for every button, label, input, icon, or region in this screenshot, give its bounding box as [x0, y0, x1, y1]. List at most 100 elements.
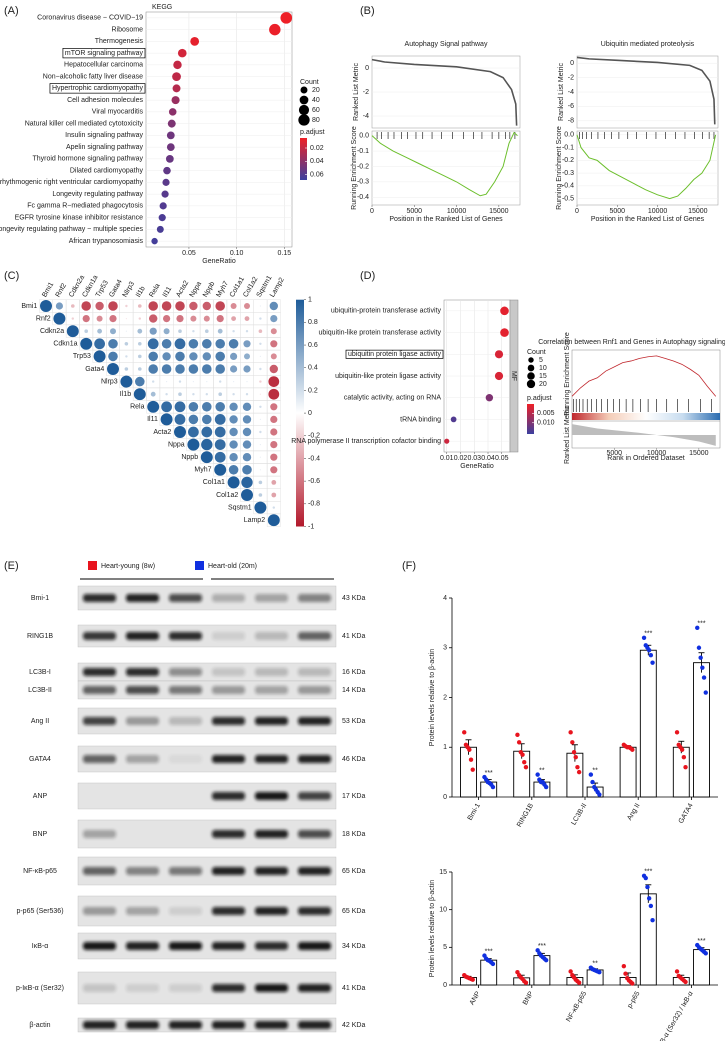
y-tick-label: Cell adhesion molecules	[67, 97, 143, 104]
panel-label: (C)	[4, 270, 19, 282]
y-tick-label: 2	[443, 694, 447, 701]
corr-dot	[188, 414, 199, 425]
colorbar	[527, 404, 534, 434]
corr-dot	[245, 393, 249, 396]
corr-dot	[55, 302, 63, 310]
metric-line	[576, 56, 716, 125]
corr-dot	[174, 414, 186, 425]
corr-dot	[120, 375, 133, 388]
y-tick-label: 0	[570, 60, 574, 67]
blot-size: 65 KDa	[342, 908, 365, 915]
legend-swatch	[195, 561, 204, 570]
corr-dot	[160, 413, 173, 426]
y-tick-label: -0.5	[562, 195, 574, 202]
blot-label: Bmi-1	[31, 595, 49, 602]
band	[298, 942, 331, 950]
panel-label: (B)	[360, 5, 375, 17]
blot-size: 65 KDa	[342, 868, 365, 875]
band	[83, 1021, 116, 1029]
corr-dot	[206, 381, 208, 383]
y-tick-label: Ribosome	[111, 26, 143, 33]
corr-dot	[82, 315, 90, 323]
corr-dot	[242, 415, 252, 424]
corr-dot	[109, 315, 117, 323]
y-axis-label: Protein levels relative to β-actin	[429, 649, 436, 747]
significance: ***	[644, 869, 652, 876]
y-tick-label: -0.4	[357, 194, 369, 201]
corr-dot	[227, 476, 240, 489]
corr-dot	[125, 330, 127, 332]
highlight-box	[49, 83, 146, 94]
corr-dot	[178, 392, 182, 396]
significance: ***	[485, 948, 493, 955]
corr-dot	[108, 351, 118, 362]
y-tick-label: 10	[439, 907, 447, 914]
corr-dot	[259, 367, 262, 371]
corr-dot	[187, 438, 200, 451]
point	[523, 764, 529, 770]
point	[646, 648, 652, 653]
corr-dot	[270, 315, 278, 323]
y-tick-label: Longevity regulating pathway	[52, 191, 143, 198]
corr-dot	[242, 465, 252, 475]
point	[522, 759, 527, 765]
point	[650, 918, 655, 923]
corr-dot	[190, 315, 197, 322]
row-label: Myh7	[194, 467, 211, 474]
highlight-box	[345, 349, 444, 359]
bar	[619, 746, 637, 798]
x-tick-label: 0.15	[278, 250, 292, 257]
dot	[167, 119, 176, 128]
corr-dot	[202, 402, 212, 412]
point	[571, 750, 577, 755]
dot	[173, 60, 182, 70]
blot-size: 14 KDa	[342, 687, 365, 694]
column-label: Nppb	[202, 281, 216, 299]
x-tick-label: BNP	[522, 990, 535, 1006]
point	[623, 971, 628, 976]
y-axis-label: Ranked List Metric	[564, 406, 571, 464]
corr-dot	[270, 340, 278, 348]
legend-label: 60	[312, 107, 320, 114]
band	[298, 830, 331, 838]
corr-dot	[270, 403, 278, 411]
y-tick-label: 15	[439, 869, 447, 876]
x-axis-label: GeneRatio	[460, 463, 494, 470]
blot-size: 46 KDa	[342, 756, 365, 763]
row-label: Trp53	[73, 353, 91, 360]
y-axis-label: Running Enrichment Score	[556, 126, 563, 210]
corr-dot	[245, 330, 249, 333]
band	[169, 942, 202, 950]
blot-frame	[77, 895, 337, 927]
blot-label: ANP	[33, 793, 48, 800]
corr-dot	[165, 393, 168, 396]
corr-dot	[268, 376, 280, 387]
x-tick-label: 0.05	[182, 250, 196, 257]
band	[212, 907, 245, 915]
blot-frame	[77, 680, 337, 700]
point	[679, 747, 685, 752]
panel-frame	[371, 130, 521, 206]
y-tick-label: -4	[363, 113, 369, 120]
band	[169, 594, 202, 602]
corr-dot	[174, 426, 186, 438]
corr-dot	[246, 381, 248, 383]
y-tick-label: -2	[568, 74, 574, 81]
corr-dot	[147, 338, 159, 350]
corr-dot	[241, 476, 253, 489]
colorbar-label: -1	[308, 523, 314, 530]
corr-dot	[80, 337, 93, 350]
x-tick-label: 0.02	[454, 455, 468, 462]
column-label: Rnf2	[55, 282, 69, 298]
significance: ***	[644, 631, 652, 638]
blot-label: β-actin	[29, 1022, 50, 1029]
point	[695, 625, 700, 631]
corr-dot	[148, 351, 158, 362]
rank-gradient	[572, 413, 720, 420]
band	[126, 632, 159, 640]
band	[298, 1021, 331, 1029]
blot-label: NF-κB-p65	[23, 868, 57, 875]
band	[169, 984, 202, 992]
dot	[151, 237, 158, 245]
colorbar-label: 0.02	[310, 145, 324, 152]
